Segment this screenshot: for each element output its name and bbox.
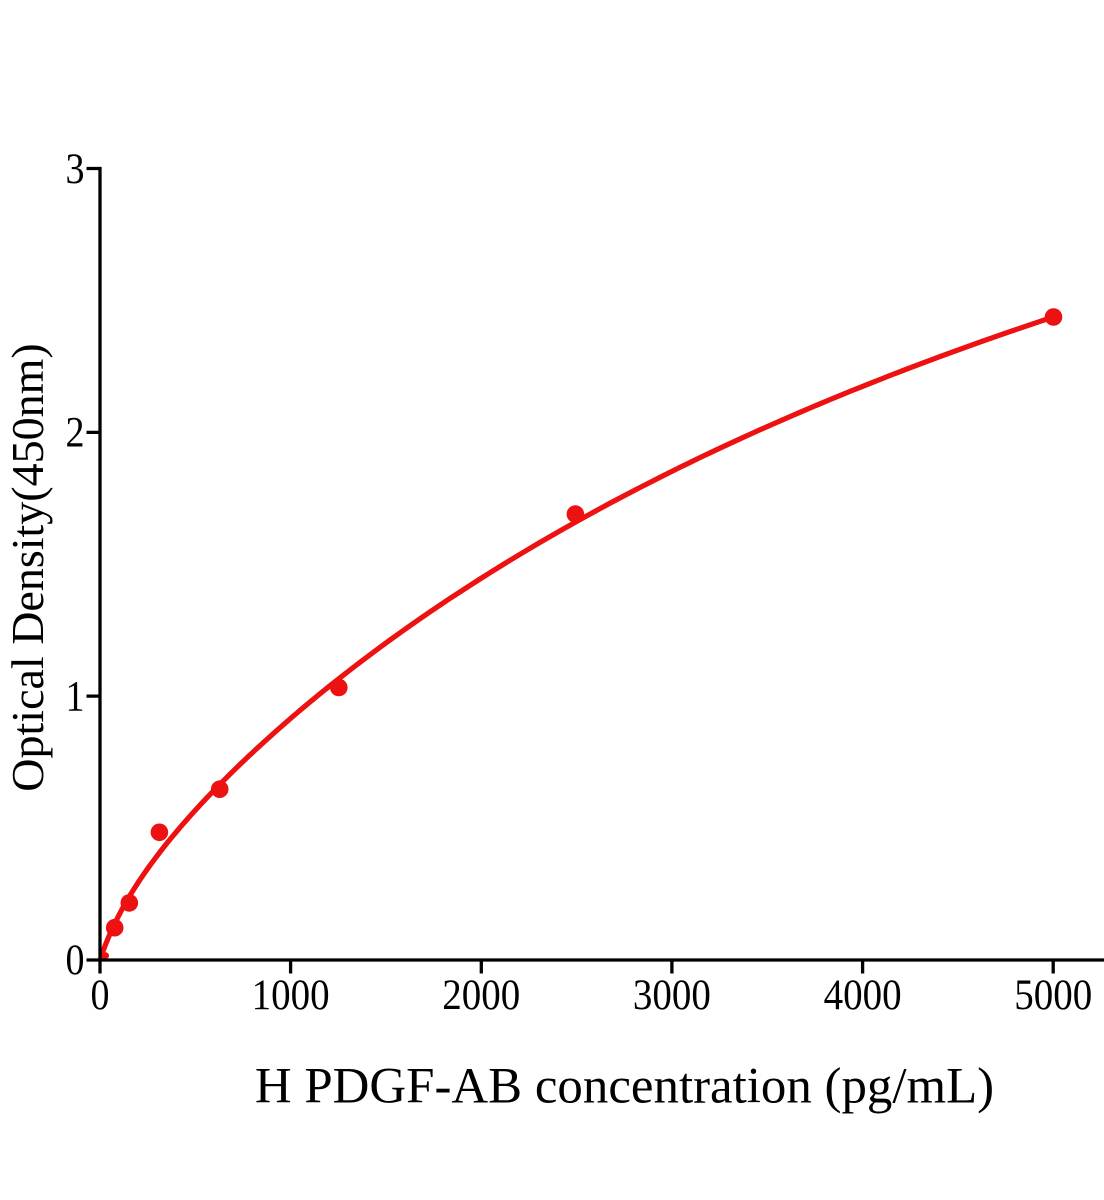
svg-text:Optical Density(450nm): Optical Density(450nm) [2, 343, 53, 791]
svg-text:2000: 2000 [442, 972, 520, 1019]
svg-text:3000: 3000 [633, 972, 711, 1019]
svg-text:1000: 1000 [252, 972, 330, 1019]
svg-text:H PDGF-AB concentration (pg/mL: H PDGF-AB concentration (pg/mL) [255, 1059, 994, 1115]
svg-text:0: 0 [91, 972, 110, 1019]
svg-text:3: 3 [66, 146, 85, 193]
svg-text:5000: 5000 [1014, 972, 1092, 1019]
svg-text:2: 2 [66, 410, 85, 457]
svg-text:1: 1 [66, 673, 85, 720]
svg-text:0: 0 [66, 937, 85, 984]
svg-text:4000: 4000 [824, 972, 902, 1019]
